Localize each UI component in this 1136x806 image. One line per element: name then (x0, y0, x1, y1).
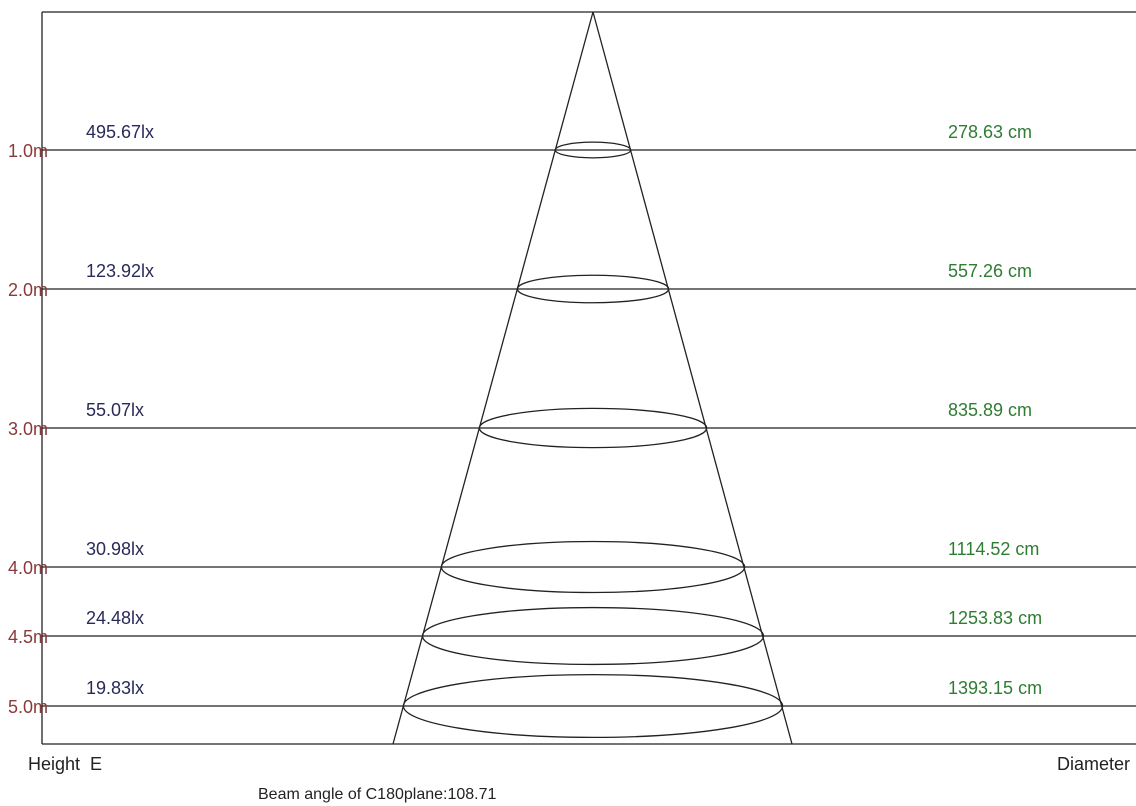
height-label: 4.0m (8, 558, 48, 578)
height-label: 3.0m (8, 419, 48, 439)
illuminance-label: 55.07lx (86, 400, 144, 420)
illuminance-label: 24.48lx (86, 608, 144, 628)
beam-edge-left (392, 11, 594, 745)
diameter-value: 1253.83 cm (948, 608, 1042, 628)
diameter-value: 557.26 cm (948, 261, 1032, 281)
beam-ellipse (478, 407, 708, 449)
diameter-value: 1393.15 cm (948, 678, 1042, 698)
illuminance-label: 495.67lx (86, 122, 154, 142)
beam-ellipse (440, 540, 746, 594)
diameter-value: 1114.52 cm (948, 539, 1039, 559)
beam-ellipse (516, 274, 670, 304)
illuminance-label: 123.92lx (86, 261, 154, 281)
height-label: 4.5m (8, 627, 48, 647)
beam-ellipse (554, 141, 632, 159)
illuminance-label: 19.83lx (86, 678, 144, 698)
beam-angle-label: Beam angle of C180plane:108.71 (258, 786, 497, 803)
height-label: 2.0m (8, 280, 48, 300)
height-label: 5.0m (8, 697, 48, 717)
diameter-label: Diameter (1057, 754, 1130, 774)
illuminance-label: 30.98lx (86, 539, 144, 559)
height-label: 1.0m (8, 141, 48, 161)
diameter-value: 835.89 cm (948, 400, 1032, 420)
beam-ellipse (402, 673, 784, 739)
beam-edge-right (592, 11, 793, 745)
diameter-value: 278.63 cm (948, 122, 1032, 142)
beam-ellipse (421, 606, 765, 666)
height-e-label: Height E (28, 754, 102, 774)
